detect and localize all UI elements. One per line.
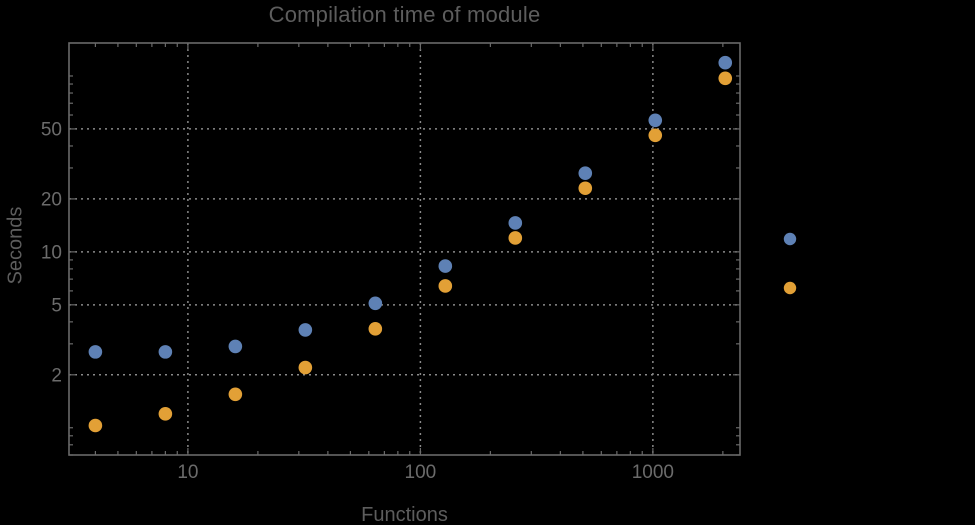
- data-point-series-orange-x128: [438, 279, 453, 293]
- data-point-series-orange-x16: [228, 387, 243, 402]
- data-point-series-blue-x1024: [648, 113, 663, 128]
- chart-title: Compilation time of module: [268, 2, 541, 27]
- data-point-series-blue-x8: [158, 345, 173, 359]
- data-point-series-blue-x128: [438, 259, 453, 273]
- y-axis-label: Seconds: [4, 206, 27, 285]
- data-point-series-orange-x64: [368, 322, 383, 336]
- x-tick-label: 100: [405, 462, 437, 483]
- data-point-series-blue-x256: [508, 216, 523, 230]
- data-point-series-orange-x512: [578, 181, 593, 196]
- x-tick-label: 1000: [632, 462, 674, 483]
- y-tick-label: 5: [51, 295, 62, 316]
- data-point-series-blue-x4: [88, 345, 103, 359]
- data-point-series-orange-x2048: [718, 71, 733, 86]
- data-point-series-orange-x8: [158, 407, 173, 421]
- y-tick-label: 20: [41, 190, 62, 211]
- data-point-series-blue-x32: [298, 323, 313, 337]
- data-point-series-orange-x32: [298, 360, 313, 375]
- data-point-series-blue-x16: [228, 339, 243, 354]
- data-point-series-orange-x256: [508, 231, 523, 245]
- data-point-series-orange-x4: [88, 418, 103, 433]
- data-point-series-orange-x1024: [648, 128, 663, 143]
- data-point-series-blue-x512: [578, 166, 593, 181]
- x-tick-label: 10: [177, 462, 198, 483]
- data-point-series-blue-x2048: [718, 55, 733, 70]
- y-tick-label: 2: [51, 365, 62, 386]
- legend-marker-series-blue: [783, 232, 797, 246]
- y-tick-label: 50: [41, 120, 62, 141]
- x-axis-label: Functions: [361, 504, 448, 525]
- data-point-series-blue-x64: [368, 296, 383, 311]
- legend-marker-series-orange: [783, 281, 797, 295]
- y-tick-label: 10: [41, 243, 62, 264]
- plot-frame: [68, 42, 741, 456]
